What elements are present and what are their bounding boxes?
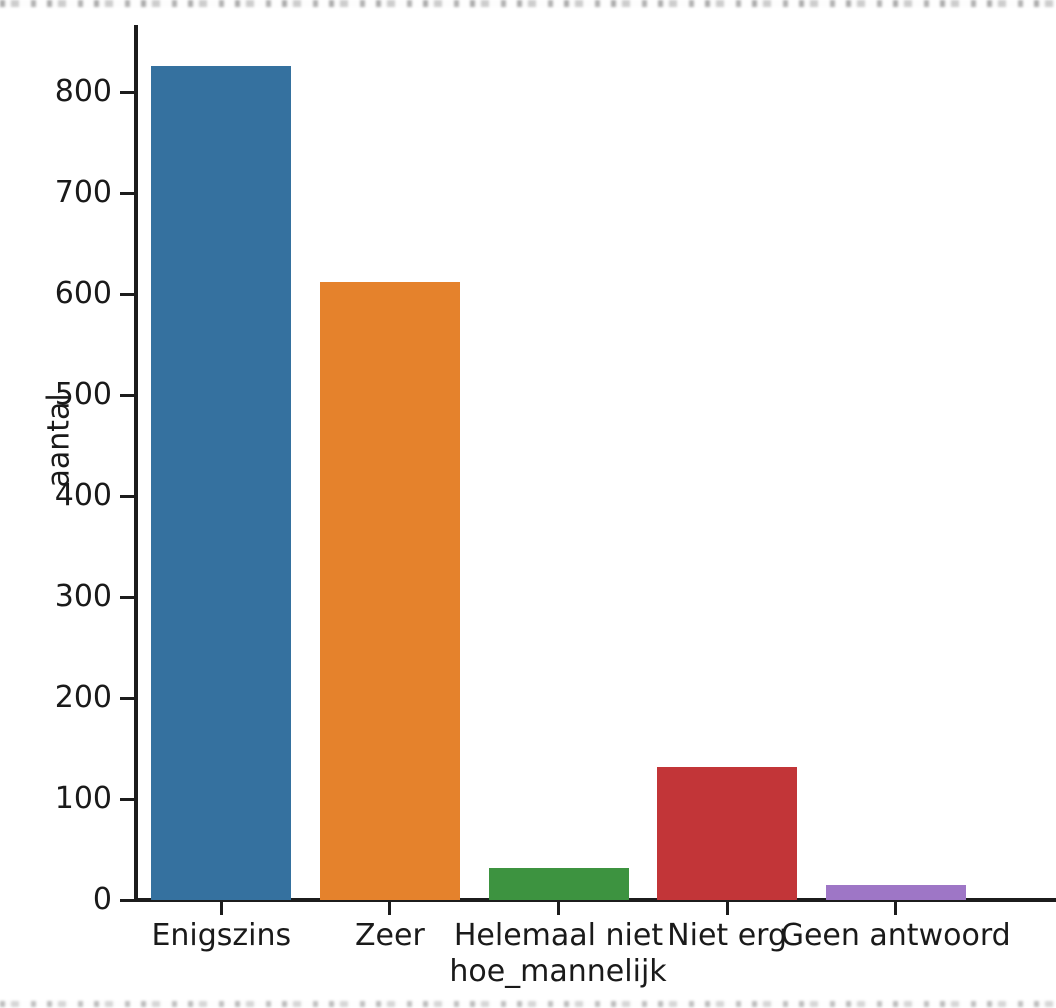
bar-enigszins (151, 66, 292, 900)
y-tick-mark (120, 494, 136, 498)
y-tick-label: 800 (54, 74, 112, 109)
y-tick-mark (120, 898, 136, 902)
y-tick-label: 500 (54, 377, 112, 412)
x-category-label-enigszins: Enigszins (151, 918, 292, 953)
y-tick-mark (120, 191, 136, 195)
x-tick-mark (388, 902, 392, 915)
y-tick-mark (120, 797, 136, 801)
y-tick-mark (120, 393, 136, 397)
x-category-label-geen-antwoord: Geen antwoord (780, 918, 1011, 953)
y-tick-label: 400 (54, 478, 112, 513)
x-tick-mark (557, 902, 560, 915)
x-axis-title: hoe_mannelijk (449, 954, 667, 989)
bar-geen-antwoord (825, 885, 966, 900)
y-tick-label: 0 (92, 882, 112, 917)
x-category-label-zeer: Zeer (354, 918, 425, 953)
bar-helemaal-niet (488, 868, 629, 900)
y-tick-mark (120, 90, 136, 94)
bar-zeer (319, 282, 460, 900)
y-tick-label: 300 (54, 579, 112, 614)
x-tick-mark (894, 902, 898, 915)
y-tick-mark (120, 595, 136, 599)
scan-artifact-top (0, 0, 1056, 7)
x-tick-mark (725, 902, 729, 915)
scan-artifact-bottom (0, 1001, 1056, 1007)
y-tick-label: 600 (54, 276, 112, 311)
y-tick-label: 100 (54, 781, 112, 816)
y-tick-label: 700 (54, 175, 112, 210)
x-tick-mark (219, 902, 223, 915)
x-category-label-niet-erg: Niet erg (667, 918, 788, 953)
y-tick-mark (120, 696, 136, 700)
y-tick-mark (120, 292, 136, 296)
x-category-label-helemaal-niet: Helemaal niet (453, 918, 664, 953)
bar-niet-erg (657, 767, 798, 900)
y-tick-label: 200 (54, 680, 112, 715)
x-axis-line (134, 898, 1056, 902)
y-axis-line (134, 25, 138, 902)
